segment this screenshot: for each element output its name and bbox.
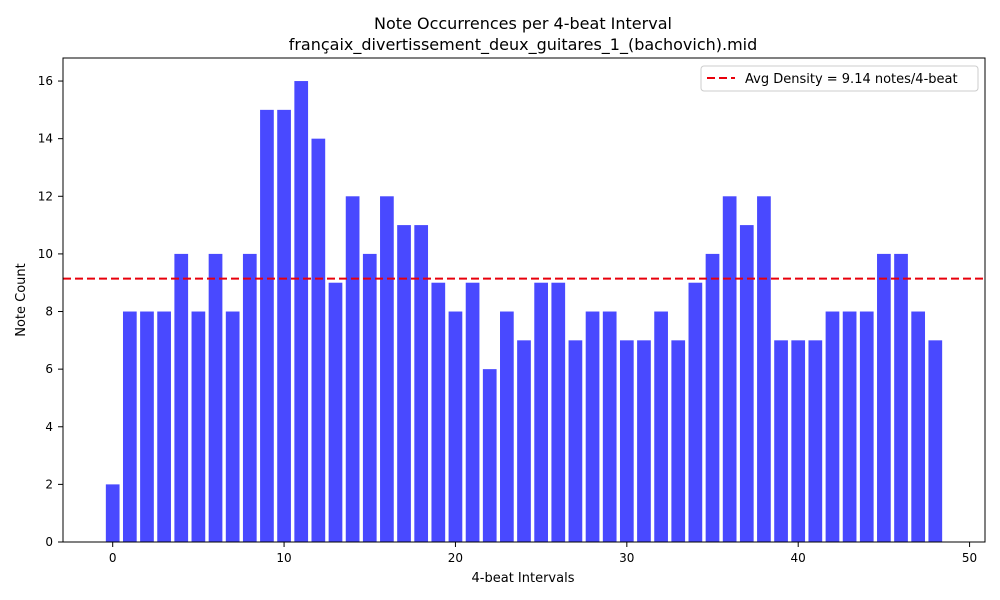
y-tick-label: 12: [38, 189, 53, 203]
x-tick-label: 30: [619, 551, 634, 565]
bar-46: [894, 253, 908, 542]
bar-33: [671, 340, 686, 542]
y-tick-label: 8: [45, 305, 53, 319]
bar-20: [448, 311, 463, 542]
bar-12: [311, 138, 326, 543]
y-axis-ticks: 0 2 4 6 8 10 12 14 16: [38, 74, 63, 549]
x-axis-label: 4-beat Intervals: [472, 571, 575, 586]
bar-24: [517, 340, 531, 542]
bar-35: [705, 253, 720, 542]
bar-45: [877, 253, 891, 542]
bar-15: [362, 253, 377, 542]
bar-47: [911, 311, 926, 542]
bar-21: [465, 282, 480, 542]
bar-26: [551, 282, 566, 542]
x-tick-label: 50: [962, 551, 977, 565]
bar-37: [739, 225, 754, 542]
bar-28: [585, 311, 600, 542]
bar-25: [534, 282, 548, 542]
bar-6: [208, 253, 223, 542]
chart-title: Note Occurrences per 4-beat Interval: [374, 14, 672, 33]
bar-29: [602, 311, 617, 542]
bar-23: [500, 311, 514, 542]
bar-38: [757, 196, 771, 543]
bar-1: [122, 311, 137, 542]
bar-13: [328, 282, 343, 542]
bar-16: [380, 196, 394, 543]
x-tick-label: 20: [448, 551, 463, 565]
bar-11: [294, 81, 309, 543]
x-tick-label: 0: [109, 551, 117, 565]
y-axis-label: Note Count: [14, 263, 29, 337]
x-axis-ticks: 0 10 20 30 40 50: [109, 542, 977, 565]
bar-14: [345, 196, 360, 543]
bar-41: [808, 340, 823, 542]
plot-frame: [62, 57, 986, 543]
bar-8: [242, 253, 257, 542]
bar-27: [568, 340, 583, 542]
bar-22: [482, 369, 497, 542]
bar-32: [654, 311, 668, 542]
bars-group: [105, 81, 943, 543]
bar-17: [397, 225, 411, 542]
y-tick-label: 16: [38, 74, 53, 88]
bar-2: [140, 311, 154, 542]
bar-7: [225, 311, 240, 542]
y-tick-label: 4: [45, 420, 53, 434]
bar-0: [105, 484, 120, 542]
y-tick-label: 6: [45, 362, 53, 376]
x-tick-label: 40: [791, 551, 806, 565]
y-tick-label: 2: [45, 477, 53, 491]
y-tick-label: 10: [38, 247, 53, 261]
bar-36: [722, 196, 737, 543]
bar-42: [825, 311, 840, 542]
legend-label: Avg Density = 9.14 notes/4-beat: [745, 72, 958, 87]
chart-subtitle: françaix_divertissement_deux_guitares_1_…: [289, 35, 758, 55]
bar-44: [859, 311, 874, 542]
bar-19: [431, 282, 446, 542]
bar-34: [688, 282, 703, 542]
bar-10: [277, 109, 291, 543]
bar-40: [791, 340, 806, 542]
bar-43: [842, 311, 857, 542]
bar-31: [637, 340, 651, 542]
bar-3: [157, 311, 171, 542]
legend: Avg Density = 9.14 notes/4-beat: [700, 65, 979, 92]
bar-48: [928, 340, 943, 542]
bar-5: [191, 311, 206, 542]
legend-box: [700, 65, 979, 92]
y-tick-label: 0: [45, 535, 53, 549]
bar-39: [774, 340, 788, 542]
x-tick-label: 10: [276, 551, 291, 565]
bar-4: [174, 253, 189, 542]
bar-9: [260, 109, 274, 543]
y-tick-label: 14: [38, 132, 53, 146]
bar-30: [619, 340, 634, 542]
bar-18: [414, 225, 429, 542]
